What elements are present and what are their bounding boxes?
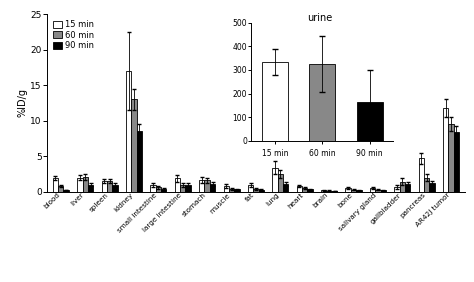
Bar xyxy=(229,189,234,192)
Bar xyxy=(161,189,166,192)
Bar xyxy=(283,184,288,192)
Bar xyxy=(454,132,459,192)
Bar xyxy=(131,99,137,192)
Bar xyxy=(199,180,204,192)
Bar xyxy=(262,62,288,141)
Bar xyxy=(224,186,229,192)
Bar xyxy=(356,190,362,192)
Bar xyxy=(308,189,313,192)
Bar xyxy=(405,184,410,192)
Bar xyxy=(137,131,142,192)
Bar xyxy=(448,124,454,192)
Legend: 15 min, 60 min, 90 min: 15 min, 60 min, 90 min xyxy=(52,18,96,52)
Bar xyxy=(253,189,259,192)
Bar xyxy=(155,188,161,192)
Text: urine: urine xyxy=(307,13,333,23)
Bar xyxy=(332,191,337,192)
Bar xyxy=(77,178,82,192)
Bar xyxy=(248,185,253,192)
Bar xyxy=(278,174,283,192)
Bar xyxy=(327,191,332,192)
Bar xyxy=(272,168,278,192)
Bar xyxy=(443,108,448,192)
Bar xyxy=(107,181,112,192)
Bar xyxy=(370,188,375,192)
Bar xyxy=(419,158,424,192)
Bar xyxy=(112,185,118,192)
Bar xyxy=(101,181,107,192)
Bar xyxy=(309,64,336,141)
Bar xyxy=(126,71,131,192)
Bar xyxy=(64,190,69,192)
Bar xyxy=(394,187,400,192)
Bar xyxy=(429,183,435,192)
Bar xyxy=(204,180,210,192)
Bar xyxy=(58,186,64,192)
Bar xyxy=(210,184,215,192)
Bar xyxy=(185,185,191,192)
Bar xyxy=(321,190,327,192)
Bar xyxy=(175,178,180,192)
Bar xyxy=(82,177,88,192)
Bar xyxy=(424,178,429,192)
Bar xyxy=(381,190,386,192)
Bar xyxy=(346,188,351,192)
Y-axis label: %ID/g: %ID/g xyxy=(18,89,27,117)
Bar xyxy=(302,188,308,192)
Bar xyxy=(351,190,356,192)
Bar xyxy=(375,190,381,192)
Bar xyxy=(259,190,264,192)
Bar xyxy=(150,185,155,192)
Bar xyxy=(180,185,185,192)
Bar xyxy=(234,189,240,192)
Bar xyxy=(400,182,405,192)
Bar xyxy=(53,178,58,192)
Bar xyxy=(297,186,302,192)
Bar xyxy=(88,185,93,192)
Bar xyxy=(357,102,383,141)
